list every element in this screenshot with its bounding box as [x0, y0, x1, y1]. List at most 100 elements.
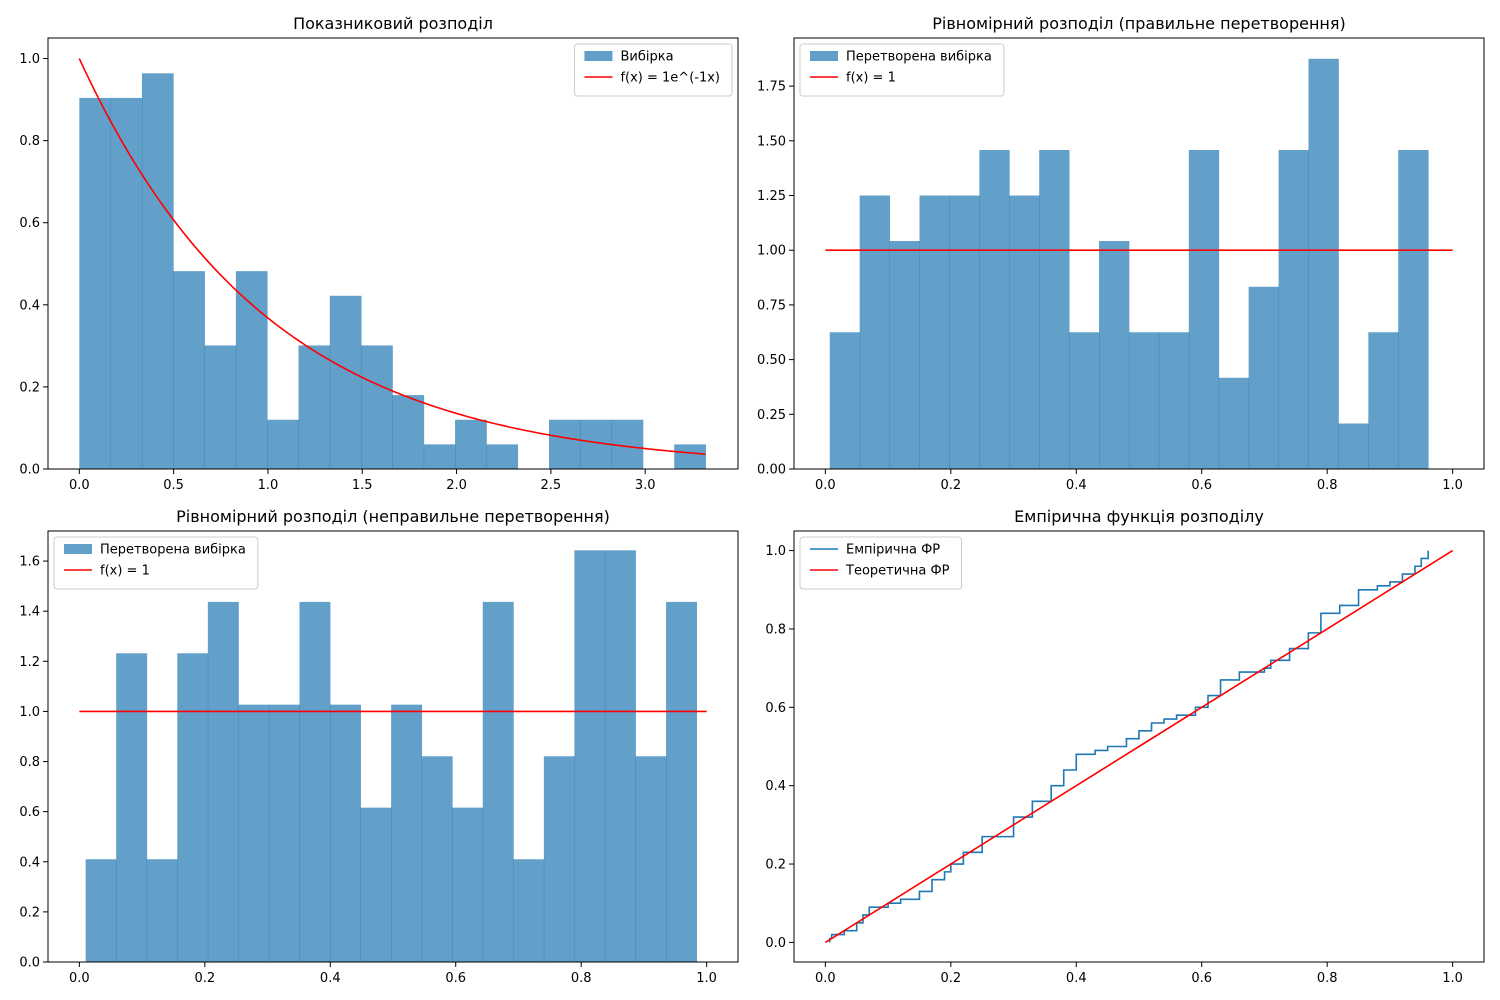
histogram-bar	[829, 332, 861, 469]
histogram-bars	[79, 73, 706, 469]
legend-label: Перетворена вибірка	[100, 543, 246, 558]
x-tick-label: 0.4	[1066, 971, 1087, 986]
histogram-bar	[604, 550, 636, 962]
x-tick-label: 0.4	[320, 971, 341, 986]
histogram-bar	[268, 704, 300, 962]
histogram-bar	[949, 195, 980, 470]
legend-frame	[799, 536, 962, 590]
histogram-bar	[423, 444, 456, 469]
chart-panel-4: 0.0 0.2 0.4 0.6 0.8 1.0 0.0 0.2 0.4 0.6 0.8 1.0 Емпі…	[765, 507, 1485, 986]
y-tick-label: 0.6	[765, 701, 786, 716]
y-tick-label: 1.4	[19, 605, 40, 620]
histogram-bar	[674, 444, 706, 469]
histogram-bar	[207, 601, 239, 962]
y-tick-label: 1.6	[19, 555, 40, 570]
y-tick-label: 0.4	[19, 855, 40, 870]
histogram-bar	[635, 756, 667, 962]
density-line	[78, 58, 706, 455]
histogram-bar	[1069, 332, 1100, 469]
y-tick-label: 0.0	[19, 956, 40, 971]
legend-swatch	[810, 51, 838, 61]
y-tick-label: 0.0	[765, 936, 786, 951]
x-tick-label: 2.0	[446, 478, 467, 493]
histogram-bar	[1308, 58, 1339, 469]
histogram-bar	[235, 271, 268, 469]
legend-swatch	[584, 51, 613, 61]
histogram-bar	[1158, 332, 1190, 469]
legend-label: f(x) = 1e^(-1x)	[620, 71, 720, 86]
legend-label: f(x) = 1	[100, 564, 150, 579]
axes-frame	[793, 37, 1485, 470]
histogram-bar	[85, 859, 117, 962]
chart-panel-1: 0.0 0.5 1.0 1.5 2.0 2.5 3.0 0.0 0.2 0.4 0.6 0.8 1.0 П…	[19, 14, 739, 493]
histogram-bar	[391, 704, 423, 962]
chart-title: Показниковий розподіл	[293, 14, 493, 33]
legend: Перетворена вибірка f(x) = 1	[799, 43, 1005, 97]
y-tick-label: 0.2	[19, 380, 40, 395]
histogram-bar	[267, 419, 299, 469]
chart-title: Рівномірний розподіл (неправильне перетв…	[176, 507, 610, 526]
y-tick-label: 0.0	[19, 463, 40, 478]
x-tick-label: 0.8	[1317, 971, 1338, 986]
chart-panel-3: 0.0 0.2 0.4 0.6 0.8 1.0 0.0 0.2 0.4 0.6 0.8 1.0 1.2 1…	[19, 507, 739, 986]
y-tick-label: 1.2	[19, 655, 40, 670]
histogram-bar	[486, 444, 519, 469]
histogram-bar	[548, 419, 581, 469]
legend-label: Теоретична ФР	[845, 564, 950, 579]
y-tick-label: 1.50	[757, 134, 786, 149]
y-tick-label: 0.25	[757, 408, 786, 423]
histogram-bar	[859, 195, 890, 470]
y-tick-label: 1.0	[19, 705, 40, 720]
y-tick-label: 0.8	[19, 134, 40, 149]
x-tick-label: 0.2	[194, 971, 215, 986]
x-tick-label: 0.4	[1066, 478, 1087, 493]
x-tick-label: 0.6	[445, 971, 466, 986]
legend: Перетворена вибірка f(x) = 1	[53, 536, 259, 590]
x-tick-label: 2.5	[541, 478, 562, 493]
y-tick-label: 0.4	[19, 298, 40, 313]
y-tick-label: 1.00	[757, 244, 786, 259]
x-tick-label: 0.5	[163, 478, 184, 493]
y-tick-label: 0.8	[765, 622, 786, 637]
y-tick-label: 0.2	[19, 905, 40, 920]
legend-label: Вибірка	[620, 50, 673, 65]
y-tick-label: 0.00	[757, 463, 786, 478]
histogram-bar	[330, 704, 361, 962]
histogram-bar	[482, 601, 514, 962]
y-tick-label: 0.6	[19, 805, 40, 820]
x-tick-label: 0.2	[940, 971, 961, 986]
histogram-bar	[1338, 423, 1369, 469]
histogram-bar	[238, 704, 270, 962]
y-tick-label: 0.4	[765, 779, 786, 794]
histogram-bar	[177, 653, 209, 962]
histogram-bar	[1128, 332, 1160, 469]
histogram-bar	[392, 395, 425, 469]
histogram-bar	[979, 150, 1010, 470]
y-tick-label: 0.2	[765, 858, 786, 873]
chart-panel-2: 0.0 0.2 0.4 0.6 0.8 1.0 0.00 0.25 0.50 0.75 1.00 1.…	[757, 14, 1485, 493]
legend-label: Емпірична ФР	[846, 543, 940, 558]
histogram-bar	[1278, 150, 1309, 470]
histogram-bar	[1398, 150, 1429, 470]
legend: Емпірична ФР Теоретична ФР	[799, 536, 962, 590]
histogram-bar	[889, 241, 920, 469]
x-tick-label: 0.0	[69, 971, 90, 986]
histogram-bar	[574, 550, 606, 962]
histogram-bar	[116, 653, 148, 962]
y-tick-label: 1.25	[757, 189, 786, 204]
y-tick-label: 1.0	[19, 52, 40, 67]
y-tick-label: 0.6	[19, 216, 40, 231]
x-tick-label: 1.5	[352, 478, 373, 493]
histogram-bar	[455, 419, 487, 469]
histogram-bar	[1188, 150, 1220, 470]
axes-frame	[47, 530, 739, 963]
x-tick-label: 0.0	[815, 971, 836, 986]
y-tick-label: 0.75	[757, 298, 786, 313]
histogram-bar	[299, 601, 331, 962]
histogram-bar	[666, 601, 697, 962]
histogram-bar	[421, 756, 453, 962]
y-tick-label: 1.0	[765, 544, 786, 559]
y-tick-label: 0.8	[19, 755, 40, 770]
legend-frame	[799, 43, 1005, 97]
